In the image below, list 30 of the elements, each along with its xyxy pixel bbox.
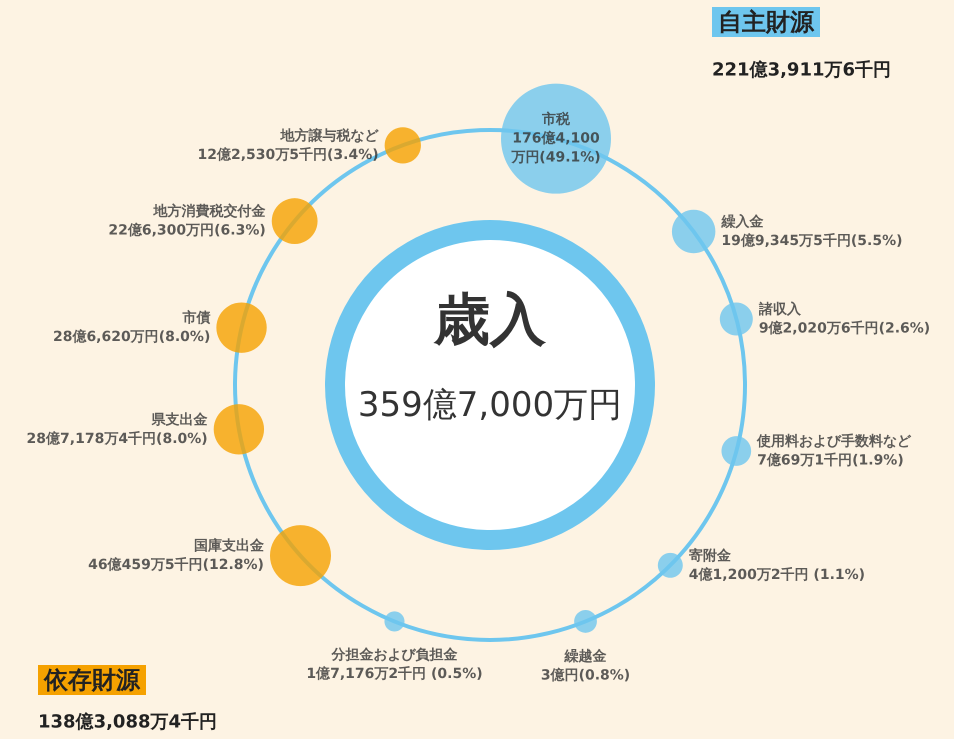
- category-label: 地方消費税交付金: [152, 202, 267, 220]
- category-label: 国庫支出金: [194, 537, 265, 554]
- data-label: 7億69万1千円(1.9%): [757, 452, 904, 468]
- category-label: 諸収入: [758, 300, 802, 318]
- category-label: 地方譲与税など: [280, 126, 380, 144]
- text: 歳入: [433, 288, 547, 352]
- category-label: 市税: [541, 110, 571, 128]
- category-label: 使用料および手数料など: [756, 432, 912, 450]
- category-label: 繰越金: [564, 648, 608, 664]
- category-label: 寄附金: [688, 546, 732, 564]
- category-label: 県支出金: [150, 412, 209, 428]
- text: 138億3,088万4千円: [38, 712, 218, 732]
- data-label: 28億7,178万4千円(8.0%): [26, 430, 208, 447]
- data-label: 46億459万5千円(12.8%): [88, 556, 264, 574]
- text: 221億3,911万6千円: [712, 60, 892, 80]
- text: 自主財源: [718, 8, 815, 36]
- category-label: 繰入金: [720, 214, 764, 230]
- data-label: 176億4,100万円(49.1%): [510, 130, 601, 166]
- data-label: 9億2,020万6千円(2.6%): [758, 320, 930, 336]
- category-label: 分担金および負担金: [330, 646, 458, 663]
- category-label: 市債: [181, 309, 210, 326]
- text: 依存財源: [43, 666, 141, 694]
- data-label: 3億円(0.8%): [540, 666, 630, 684]
- data-label: 12億2,530万5千円(3.4%): [197, 146, 379, 163]
- data-label: 4億1,200万2千円 (1.1%): [688, 566, 866, 583]
- data-label: 1億7,176万2千円 (0.5%): [306, 664, 483, 682]
- data-label: 19億9,345万5千円(5.5%): [721, 232, 903, 250]
- data-label: 22億6,300万円(6.3%): [108, 222, 266, 239]
- data-label: 28億6,620万円(8.0%): [52, 328, 210, 346]
- text: 359億7,000万円: [358, 385, 622, 425]
